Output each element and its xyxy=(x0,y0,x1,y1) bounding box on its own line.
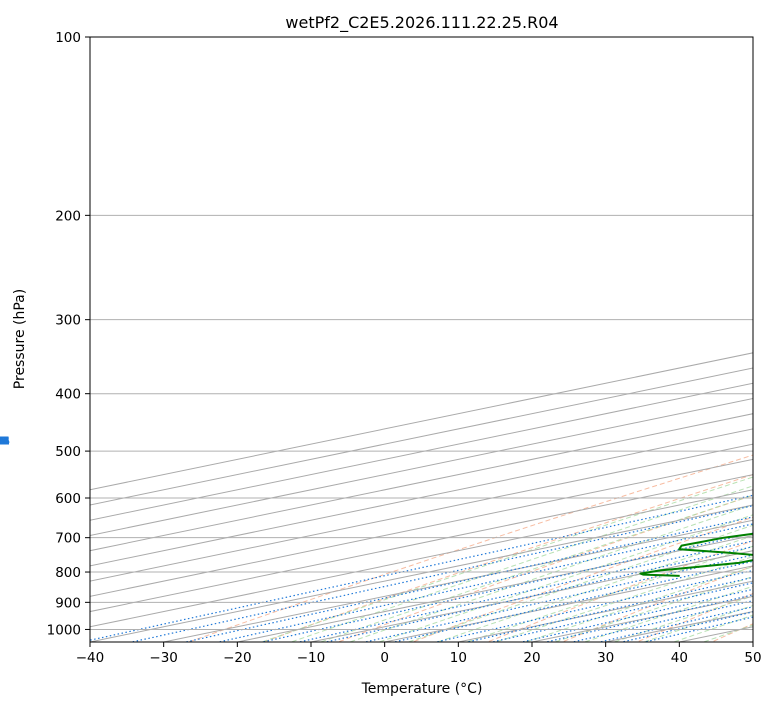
x-tick-label: −10 xyxy=(297,650,326,666)
dry-adiabat xyxy=(336,494,753,642)
mixing-ratio-label: 25 xyxy=(0,435,8,448)
moist-adiabat xyxy=(612,595,753,642)
profile-series-line xyxy=(639,532,753,577)
isotherm-line xyxy=(90,504,753,642)
x-tick-label: 20 xyxy=(523,650,540,666)
y-tick-label: 400 xyxy=(55,387,81,403)
plot-frame xyxy=(89,36,754,643)
mixing-ratio-line xyxy=(323,546,753,642)
mixing-ratio-label: 16 xyxy=(0,435,8,448)
mixing-ratio-label: 1.5 xyxy=(0,435,10,448)
mixing-ratio-label: 8 xyxy=(0,435,4,448)
y-tick-label: 100 xyxy=(55,30,81,46)
mixing-ratio-label: 4 xyxy=(0,435,4,448)
mixing-ratio-label: 0.4 xyxy=(0,435,10,448)
mixing-ratio-label: 6 xyxy=(0,435,4,448)
chart-title: wetPf2_C2E5.2026.111.22.25.R04 xyxy=(285,13,558,33)
pressure-gridlines xyxy=(90,37,753,630)
line-labels: 0.10.20.40.611.52346810131620253036-100-… xyxy=(0,435,775,629)
moist-adiabat xyxy=(406,524,753,642)
y-axis-ticks: 100 200 300 400 500 600 700 800 900 1000 xyxy=(47,30,90,638)
y-tick-label: 200 xyxy=(55,208,81,224)
mixing-ratio-line xyxy=(259,532,753,642)
mixing-ratio-label: 13 xyxy=(0,435,8,448)
x-axis-ticks: −40 −30 −20 −10 0 10 20 30 40 50 xyxy=(76,642,762,666)
mixing-ratio-label: 20 xyxy=(0,435,8,448)
mixing-ratio-label: 0.1 xyxy=(0,435,10,448)
y-tick-label: 700 xyxy=(55,531,81,547)
mixing-ratio-label: 0.6 xyxy=(0,435,10,448)
moist-adiabat xyxy=(260,476,753,642)
x-tick-label: 30 xyxy=(597,650,614,666)
y-axis-label: Pressure (hPa) xyxy=(12,289,28,389)
background-lines xyxy=(90,352,753,642)
isotherm-line xyxy=(234,534,753,642)
y-tick-label: 500 xyxy=(55,444,81,460)
x-tick-label: 50 xyxy=(744,650,761,666)
y-tick-label: 1000 xyxy=(47,622,81,638)
moist-adiabat xyxy=(494,555,753,642)
isotherm-line xyxy=(90,474,753,613)
mixing-ratio-label: 36 xyxy=(0,435,8,448)
mixing-ratio-line xyxy=(90,494,753,641)
mixing-ratio-label: 2 xyxy=(0,435,4,448)
mixing-ratio-line xyxy=(642,616,753,642)
mixing-ratio-label: 3 xyxy=(0,435,4,448)
dry-adiabat xyxy=(261,474,753,642)
isotherm-line xyxy=(90,443,753,582)
y-tick-label: 300 xyxy=(55,313,81,329)
isotherm-line xyxy=(90,413,753,552)
isotherm-line xyxy=(90,458,753,597)
dry-adiabat xyxy=(187,454,753,642)
mixing-ratio-line xyxy=(296,540,753,642)
x-axis-label: Temperature (°C) xyxy=(361,681,483,697)
moist-adiabat xyxy=(289,485,753,642)
y-tick-label: 800 xyxy=(55,565,81,581)
moist-adiabat xyxy=(553,576,753,642)
mixing-ratio-label: 0.2 xyxy=(0,435,10,448)
x-tick-label: −30 xyxy=(149,650,178,666)
y-tick-label: 600 xyxy=(55,491,81,507)
isotherm-line xyxy=(90,428,753,567)
isotherm-line xyxy=(161,519,753,642)
moist-adiabat xyxy=(319,494,753,642)
isotherm-line xyxy=(90,489,753,628)
dry-adiabat xyxy=(411,516,753,642)
moist-adiabat xyxy=(583,585,753,642)
isotherm-label: 40 xyxy=(772,608,775,628)
mixing-ratio-label: 10 xyxy=(0,435,8,448)
moist-adiabat xyxy=(348,504,753,642)
mixing-ratio-line xyxy=(216,523,753,642)
y-tick-label: 900 xyxy=(55,595,81,611)
x-tick-label: −40 xyxy=(76,650,105,666)
profile-lines xyxy=(639,532,753,577)
x-tick-label: −20 xyxy=(223,650,252,666)
mixing-ratio-label: 30 xyxy=(0,435,8,448)
moist-adiabat xyxy=(436,535,753,642)
x-tick-label: 0 xyxy=(380,650,389,666)
x-tick-label: 10 xyxy=(450,650,467,666)
mixing-ratio-label: 1 xyxy=(0,435,4,448)
x-tick-label: 40 xyxy=(671,650,688,666)
